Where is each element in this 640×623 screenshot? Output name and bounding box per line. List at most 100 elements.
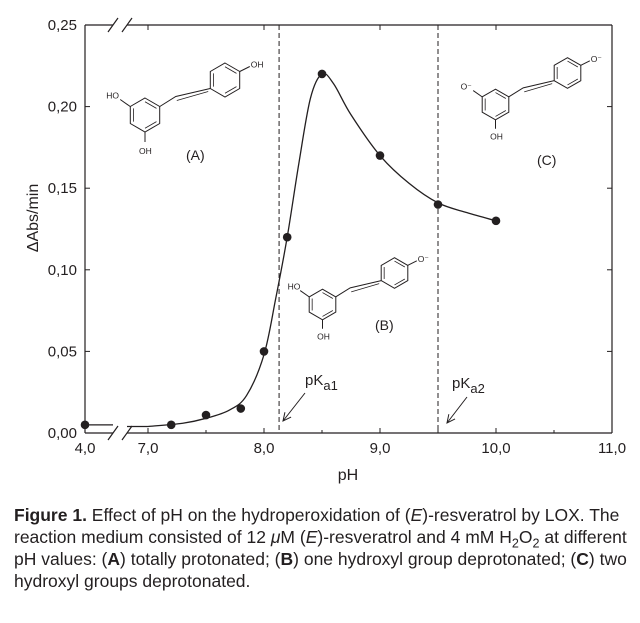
data-point [201, 410, 211, 420]
pka-labels: pKa1 pKa2 [282, 372, 485, 424]
vinyl-double-bond [351, 283, 380, 293]
ring-double-bond [495, 110, 507, 117]
x-tick-label: 7,0 [138, 440, 159, 457]
y-axis-label: ΔAbs/min [25, 184, 42, 252]
caption-text: ) two hydroxyl groups deprotonated. [14, 549, 627, 591]
x-tick-label: 4,0 [75, 440, 96, 457]
caption-subscript: 2 [532, 536, 540, 551]
pka-arrow [282, 392, 306, 422]
data-point [236, 404, 246, 413]
benzene-ring [553, 57, 582, 89]
y-tick-label: 0,10 [48, 262, 77, 279]
data-point [317, 69, 327, 79]
y-tick-label: 0,25 [48, 17, 77, 34]
vinyl-bond [335, 280, 382, 298]
structure-label: (A) [186, 147, 205, 163]
caption-bold: B [280, 549, 294, 569]
substituent-label: HO [106, 91, 119, 101]
x-tick-label: 11,0 [598, 440, 626, 457]
ticks: 4,0 7,0 8,0 9,0 10,0 11,0 0,00 0,05 0,10 0,15 0,20… [48, 17, 626, 457]
caption-figure-label: Figure 1. [14, 505, 87, 525]
caption-text: Effect of pH on the hydroperoxidation of… [86, 505, 411, 525]
caption-text: ) one hydroxyl group deprotonated; ( [293, 549, 577, 569]
x-axis-label: pH [338, 467, 358, 484]
substituent-label: O⁻ [461, 82, 473, 92]
caption-italic: E [305, 527, 318, 547]
caption-text: )-resveratrol and 4 mM H [317, 527, 512, 547]
substituent-bond [407, 260, 418, 266]
substituent-bond [119, 99, 131, 107]
figure-caption: Figure 1. Effect of pH on the hydroperox… [14, 504, 628, 592]
data-point [491, 216, 501, 226]
resveratrol-structure: HO OH OH (A) [106, 60, 263, 164]
data-point [433, 200, 443, 209]
x-tick-label: 10,0 [481, 440, 510, 457]
substituent-label: OH [251, 60, 264, 70]
caption-text: )-resveratrol by LOX. The reaction mediu… [14, 505, 620, 547]
axis-break-mark [121, 17, 133, 33]
caption-italic: μ [270, 527, 281, 547]
structure-label: (C) [537, 152, 556, 168]
ring-double-bond [144, 101, 157, 109]
y-tick-label: 0,05 [48, 343, 77, 360]
substituent-bond [239, 66, 251, 72]
substituent-bond [472, 90, 483, 98]
y-tick-label: 0,15 [48, 180, 77, 197]
substituent-bond [299, 290, 310, 298]
ring-double-bond [394, 278, 406, 286]
ring-double-bond [144, 121, 157, 129]
caption-text: ) totally protonated; ( [120, 549, 281, 569]
caption-text: at different pH values: ( [14, 527, 627, 569]
caption-bold: C [576, 549, 589, 569]
curve [85, 72, 497, 428]
caption-subscript: 2 [511, 536, 519, 551]
substituent-label: HO [288, 282, 301, 292]
ring-double-bond [567, 78, 579, 86]
vinyl-bond [508, 80, 555, 98]
axis-break-mark [107, 425, 119, 441]
x-tick-label: 8,0 [254, 440, 275, 457]
y-tick-label: 0,20 [48, 99, 77, 116]
fitted-curve [147, 72, 497, 428]
ring-double-bond [224, 86, 237, 94]
caption-bold: A [107, 549, 121, 569]
reference-lines [278, 25, 439, 433]
benzene-ring [129, 97, 161, 133]
vinyl-double-bond [176, 91, 209, 101]
substituent-label: O⁻ [418, 254, 430, 264]
structures: HO OH OH (A) HO OH O⁻ (B) O⁻ OH O⁻ (C) [106, 54, 602, 342]
caption-italic: E [410, 505, 423, 525]
axis-break-mark [121, 425, 133, 441]
pka-label: pKa2 [452, 375, 485, 396]
data-point [375, 151, 385, 160]
ring-double-bond [322, 310, 334, 317]
x-tick-label: 9,0 [370, 440, 391, 457]
benzene-ring [481, 88, 510, 121]
y-tick-label: 0,00 [48, 425, 77, 442]
data-point [282, 232, 292, 242]
axis-break-mark [107, 17, 119, 33]
substituent-label: OH [139, 146, 152, 156]
resveratrol-structure: O⁻ OH O⁻ (C) [461, 54, 603, 168]
ring-double-bond [567, 60, 579, 68]
substituent-label: OH [490, 132, 503, 142]
substituent-label: O⁻ [591, 54, 603, 64]
pka-arrowhead [282, 412, 292, 422]
ring-double-bond [322, 292, 334, 299]
caption-text: O [518, 527, 533, 547]
vinyl-double-bond [524, 83, 553, 93]
resveratrol-structure: HO OH O⁻ (B) [288, 254, 430, 342]
data-point [80, 420, 90, 430]
data-points [80, 69, 501, 430]
pka-label: pKa1 [305, 372, 338, 393]
ring-double-bond [224, 66, 237, 74]
data-point [166, 420, 176, 430]
caption-text: M ( [280, 527, 306, 547]
pka-arrow [446, 396, 468, 424]
substituent-bond [580, 60, 591, 66]
data-point [259, 347, 269, 356]
benzene-ring [209, 62, 241, 98]
substituent-label: OH [317, 332, 330, 342]
ring-double-bond [495, 92, 507, 99]
benzene-ring [308, 288, 337, 321]
